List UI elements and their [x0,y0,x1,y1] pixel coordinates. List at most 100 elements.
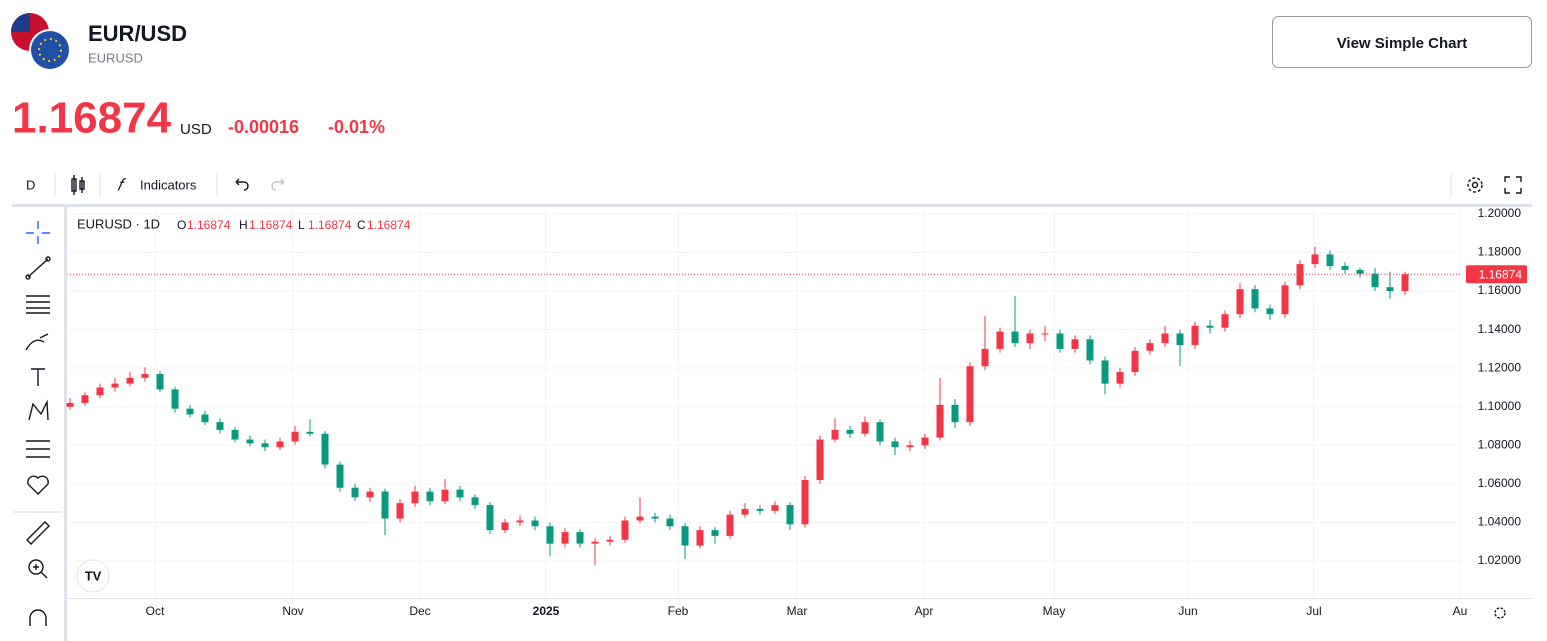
candle-body [666,518,674,527]
change: -0.00016 [228,117,299,137]
candle-body [621,520,629,540]
candle-body [711,530,719,536]
drawing-tools[interactable] [14,221,62,626]
candle-body [1011,331,1019,344]
candle-body [1056,333,1064,349]
redo-icon[interactable] [271,178,285,191]
legend-key: H [239,218,248,232]
price: 1.16874 [12,94,172,143]
legend-value: 1.16874 [308,218,352,232]
candle-body [411,491,419,504]
candle-type-icon[interactable] [71,175,85,195]
candle-body [1086,339,1094,361]
x-tick-label: Mar [787,604,808,618]
candle-body [1206,325,1214,328]
settings-icon-center [1471,181,1479,189]
y-tick-label: 1.06000 [1478,476,1522,490]
candle-body [486,505,494,531]
candle-body [921,437,929,446]
candle-body [216,422,224,430]
legend-key: C [357,218,366,232]
button-label[interactable]: View Simple Chart [1337,35,1468,52]
candle-body [1101,360,1109,384]
candle-body [876,422,884,442]
y-tick-label: 1.14000 [1478,322,1522,336]
candle-body [561,532,569,544]
candle-body [531,520,539,527]
y-tick-label: 1.10000 [1478,399,1522,413]
candle-body [786,505,794,525]
tv-logo[interactable] [76,559,110,593]
candle-body [1161,333,1169,344]
y-tick-label: 1.04000 [1478,515,1522,529]
legend-key: L [298,218,305,232]
x-tick-label: Dec [409,604,430,618]
symbol: EUR/USD [88,21,187,46]
candle-body [186,408,194,415]
last-price-label: 1.16874 [1479,267,1523,281]
candle-body [756,508,764,511]
candle-body [801,480,809,525]
fx-icon[interactable]: 𝑓 [117,175,127,194]
x-axis-border [67,598,1532,599]
candle-body [546,526,554,544]
x-tick-label: Jul [1306,604,1321,618]
legend-title: EURUSD · 1D [77,216,160,231]
candle-body [726,514,734,536]
candle-body [1341,265,1349,270]
axis-settings-icon[interactable] [1494,607,1506,619]
y-tick-label: 1.20000 [1478,206,1522,220]
candle-body [381,491,389,519]
y-tick-label: 1.08000 [1478,437,1522,451]
candle-body [1116,372,1124,384]
candle-body [606,539,614,542]
fullscreen-icon[interactable] [1504,176,1522,194]
candle-body [111,383,119,388]
last-price-tag [1466,265,1527,284]
candle-body [996,331,1004,349]
indicators[interactable]: Indicators [140,177,197,192]
candle-body [306,431,314,434]
candle-body [1401,274,1409,292]
candle-body [1251,289,1259,309]
change-percent: -0.01% [328,117,385,137]
candle-body [501,522,509,531]
candle-body [261,443,269,448]
toolbar-border [64,207,67,641]
x-tick-label: Apr [915,604,934,618]
x-tick-label: Jun [1178,604,1197,618]
tv-logo-text: TV [85,568,102,583]
candle-body [156,373,164,390]
candle-body [1071,339,1079,349]
y-tick-label: 1.02000 [1478,553,1522,567]
candle-body [96,387,104,396]
y-tick-label: 1.12000 [1478,360,1522,374]
legend-value: 1.16874 [249,218,293,232]
candle-body [321,433,329,465]
candle-body [1281,285,1289,315]
candle-body [681,526,689,546]
settings-icon[interactable] [1467,177,1483,193]
legend-key: O [177,218,186,232]
chart: 1.02000 1.04000 1.06000 1.08000 1.10000 1.120… [66,206,1532,618]
candle-body [66,402,74,407]
candle-body [171,389,179,409]
undo-icon[interactable] [235,178,249,191]
x-tick-label: Au [1453,604,1468,618]
candle-body [981,348,989,367]
candle-body [426,491,434,502]
candle-body [1221,314,1229,328]
legend-value: 1.16874 [367,218,411,232]
interval[interactable]: D [26,177,35,192]
y-tick-label: 1.18000 [1478,245,1522,259]
flag-icon [11,13,71,71]
candle-body [891,441,899,448]
candle-body [1131,350,1139,373]
candle-body [1026,333,1034,344]
x-tick-label: Feb [668,604,689,618]
candle-body [126,377,134,384]
candle-body [351,487,359,498]
view-simple-chart-button[interactable] [1272,16,1532,68]
candle-body [1236,289,1244,315]
candle-body [951,404,959,423]
